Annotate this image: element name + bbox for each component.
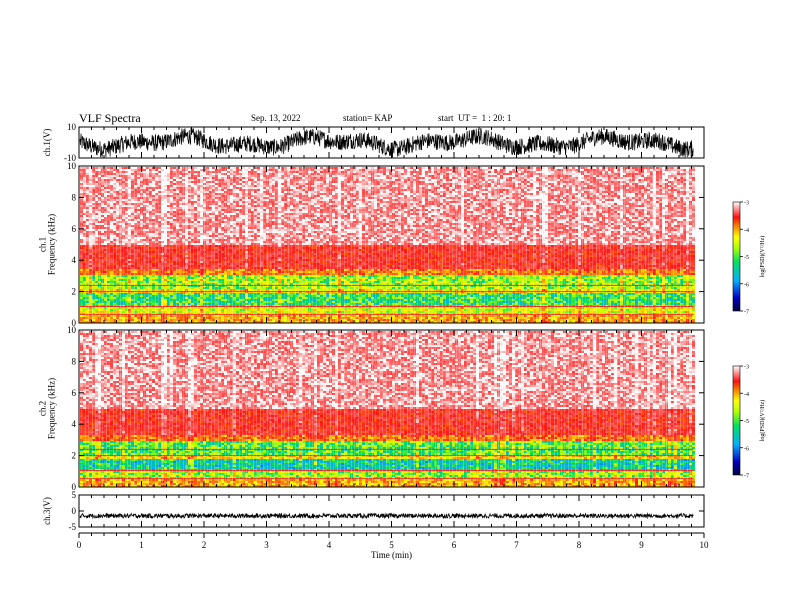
y-tick-label: -10 (64, 153, 76, 163)
chart-title: VLF Spectra (79, 111, 141, 126)
date-label: Sep. 13, 2022 (251, 113, 301, 123)
station-label: station= KAP (343, 113, 392, 123)
start-time-label: start UT = 1 : 20: 1 (438, 113, 511, 123)
y-axis-label: ch.1(V) (42, 129, 52, 157)
y-tick-label: 10 (67, 122, 77, 132)
ch1-waveform-trace (79, 127, 694, 159)
ch1-waveform-panel: 10 -10 ch.1(V) (42, 122, 705, 163)
